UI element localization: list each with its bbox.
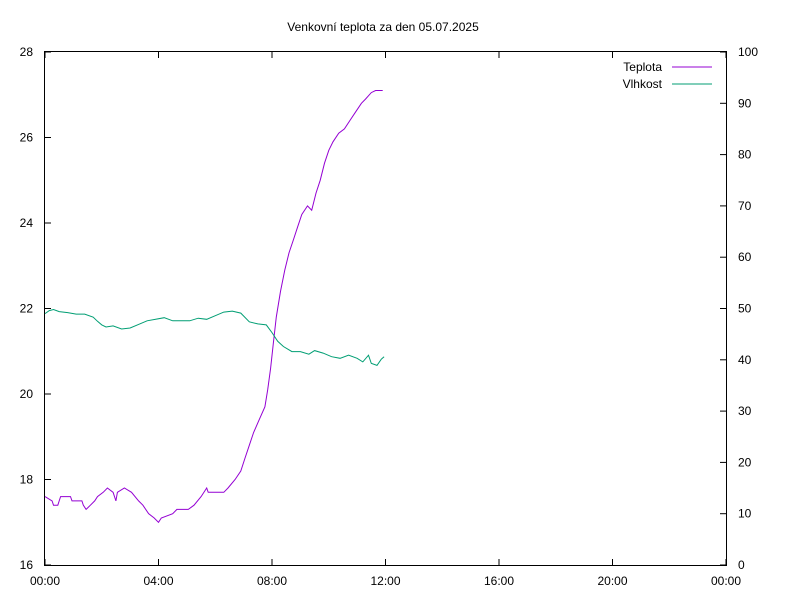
y2-tick-label: 50 [738,302,752,316]
x-tick-label: 00:00 [30,574,60,588]
x-tick-label: 08:00 [257,574,287,588]
y-tick-label: 16 [20,558,34,572]
series-line-vlhkost [44,308,385,366]
y2-tick-label: 60 [738,250,752,264]
y-axis-right-ticks: 0 10 20 30 40 50 60 70 80 90 100 [720,45,758,572]
x-tick-label: 20:00 [597,574,627,588]
series-lines [44,90,385,524]
legend-label-vlhkost: Vlhkost [623,77,663,91]
x-tick-label: 00:00 [711,574,741,588]
x-tick-label: 12:00 [370,574,400,588]
y2-tick-label: 30 [738,404,752,418]
y2-tick-label: 0 [738,558,745,572]
plot-frame [44,51,727,566]
y-tick-label: 18 [20,473,34,487]
y2-tick-label: 40 [738,353,752,367]
y-tick-label: 20 [20,387,34,401]
chart-title: Venkovní teplota za den 05.07.2025 [287,20,479,34]
series-line-teplota [44,90,383,524]
y2-tick-label: 70 [738,199,752,213]
y2-tick-label: 80 [738,148,752,162]
y2-tick-label: 90 [738,96,752,110]
x-axis-ticks: 00:00 04:00 08:00 12:00 16:00 20:00 00:00 [30,52,741,588]
x-tick-label: 16:00 [484,574,514,588]
y-tick-label: 26 [20,131,34,145]
y-tick-label: 24 [20,216,34,230]
y-tick-label: 28 [20,45,34,59]
legend: Teplota Vlhkost [623,60,712,91]
y2-tick-label: 10 [738,507,752,521]
legend-label-teplota: Teplota [623,60,662,74]
x-tick-label: 04:00 [143,574,173,588]
y-axis-left-ticks: 16 18 20 22 24 26 28 [20,45,51,572]
y-tick-label: 22 [20,302,34,316]
y2-tick-label: 100 [738,45,758,59]
y2-tick-label: 20 [738,455,752,469]
